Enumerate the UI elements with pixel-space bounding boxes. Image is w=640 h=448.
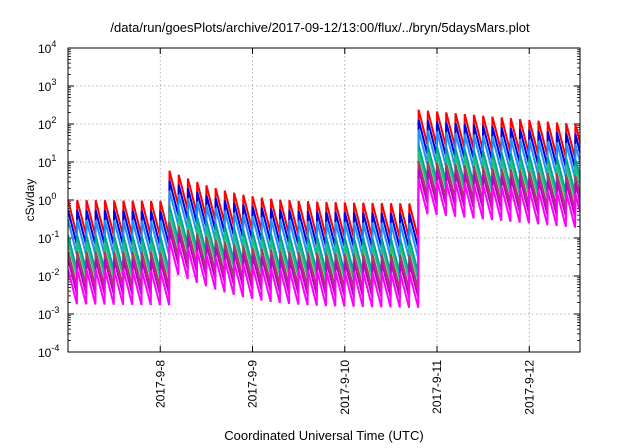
y-tick-label: 10-3 <box>38 305 59 322</box>
series-line <box>68 178 580 309</box>
y-tick-label: 10-4 <box>38 343 59 360</box>
series-line <box>68 160 580 290</box>
series-line <box>68 168 580 298</box>
series-group <box>68 109 580 309</box>
plot-frame <box>67 47 581 353</box>
x-tick-label: 2017-9-12 <box>522 360 536 415</box>
y-tick-label: 102 <box>38 115 56 132</box>
x-tick-label: 2017-9-8 <box>153 360 167 408</box>
y-tick-label: 104 <box>38 39 56 56</box>
chart-title: /data/run/goesPlots/archive/2017-09-12/1… <box>110 20 530 35</box>
x-tick-label: 2017-9-10 <box>338 360 352 415</box>
series-line <box>68 109 580 239</box>
x-axis-label: Coordinated Universal Time (UTC) <box>224 428 424 443</box>
x-tick-label: 2017-9-11 <box>430 360 444 414</box>
x-tick-label: 2017-9-9 <box>246 360 260 408</box>
series-line <box>68 151 580 281</box>
y-tick-label: 101 <box>38 153 56 170</box>
y-tick-label: 10-2 <box>38 267 59 284</box>
y-tick-label: 103 <box>38 77 56 94</box>
series-line <box>68 119 580 249</box>
y-tick-label: 10-1 <box>38 229 59 246</box>
y-axis-label: cSv/day <box>23 179 37 222</box>
series-line <box>68 129 580 259</box>
y-tick-label: 100 <box>38 191 56 208</box>
series-line <box>68 144 580 274</box>
